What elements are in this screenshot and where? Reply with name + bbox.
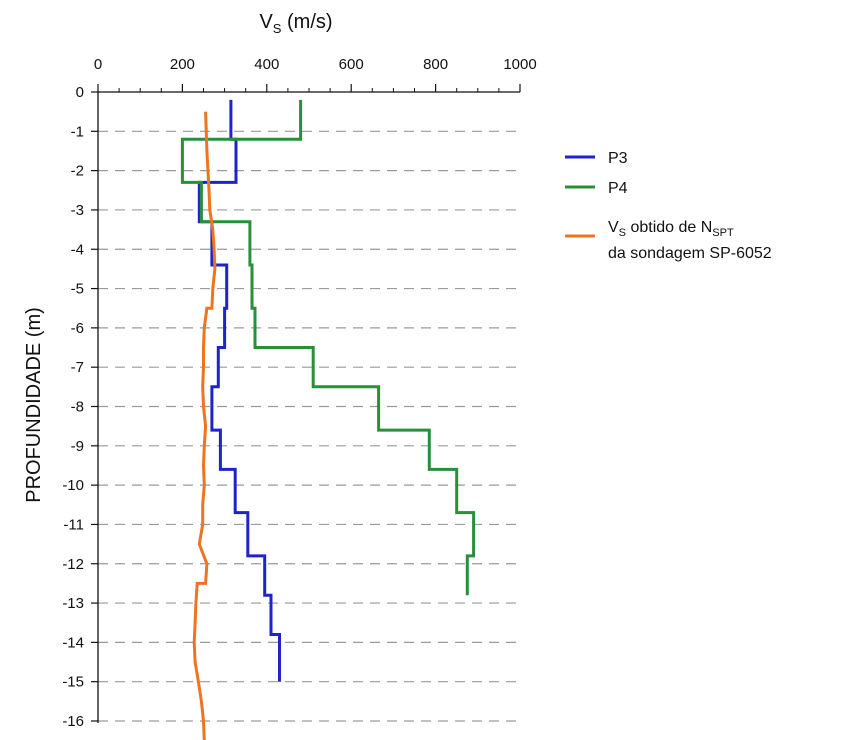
y-tick-label: -2 — [71, 163, 84, 180]
y-tick-label: 0 — [76, 84, 84, 101]
x-tick-label: 0 — [94, 56, 102, 73]
y-tick-label: -8 — [71, 399, 84, 416]
y-tick-label: -3 — [71, 202, 84, 219]
y-tick-label: -6 — [71, 320, 84, 337]
legend-label-vs-mid: obtido de N — [626, 219, 712, 236]
y-tick-label: -10 — [62, 477, 84, 494]
series-vs-nspt-line — [192, 111, 217, 740]
x-axis-title-rest: (m/s) — [281, 11, 332, 33]
legend-label-vs-main: V — [608, 219, 619, 236]
legend: P3 P4 VS obtido de NSPT da sondagem SP-6… — [565, 150, 772, 262]
y-tick-label: -1 — [71, 123, 84, 140]
y-tick-label: -16 — [62, 713, 84, 730]
y-axis-title: PROFUNDIDADE (m) — [23, 307, 45, 503]
x-axis-title-main: V — [259, 11, 273, 33]
x-tick-label: 800 — [423, 56, 448, 73]
series-p3-line — [197, 99, 281, 682]
y-tick-label: -13 — [62, 595, 84, 612]
series-lines — [180, 99, 476, 740]
y-tick-label: -14 — [62, 634, 84, 651]
y-tick-label: -9 — [71, 438, 84, 455]
x-tick-label: 600 — [339, 56, 364, 73]
y-tick-label: -12 — [62, 556, 84, 573]
y-tick-label: -4 — [71, 241, 84, 258]
x-tick-label: 1000 — [503, 56, 536, 73]
legend-label-p4: P4 — [608, 180, 628, 197]
y-tick-label: -7 — [71, 359, 84, 376]
y-tick-label: -11 — [63, 516, 84, 533]
x-axis-title-sub: S — [273, 21, 282, 36]
legend-label-vs-line2: da sondagem SP-6052 — [608, 245, 772, 262]
series-p4-line — [180, 99, 476, 596]
x-tick-label: 400 — [254, 56, 279, 73]
legend-label-vs-sub: S — [619, 227, 626, 239]
x-tick-label: 200 — [170, 56, 195, 73]
y-tick-label: -5 — [71, 281, 84, 298]
legend-label-vs-nspt: VS obtido de NSPT — [608, 219, 734, 239]
legend-label-p3: P3 — [608, 150, 628, 167]
x-axis-title: VS (m/s) — [259, 11, 332, 36]
y-tick-label: -15 — [62, 674, 84, 691]
legend-label-vs-sub2: SPT — [712, 227, 734, 239]
grid-lines — [98, 130, 520, 722]
axes: 0 200 400 600 800 1000 0 -1 -2 -3 -4 -5 -6 -7 -8 -9 -10 -… — [62, 56, 536, 730]
